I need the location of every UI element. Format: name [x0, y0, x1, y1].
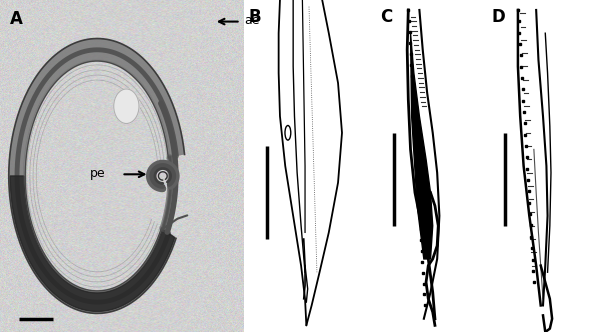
Polygon shape	[410, 33, 433, 259]
Text: pe: pe	[90, 167, 106, 180]
Circle shape	[114, 89, 139, 124]
Text: ae: ae	[244, 14, 260, 28]
Text: C: C	[380, 8, 393, 26]
Polygon shape	[10, 176, 175, 311]
Polygon shape	[9, 39, 185, 313]
Text: B: B	[248, 8, 261, 26]
Text: A: A	[10, 10, 23, 28]
Text: D: D	[492, 8, 505, 26]
